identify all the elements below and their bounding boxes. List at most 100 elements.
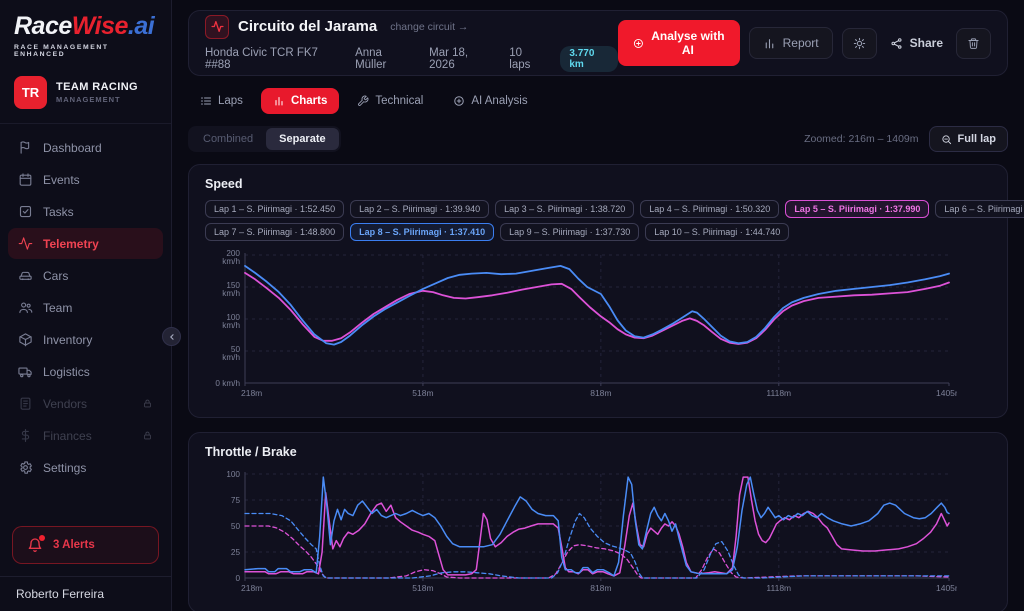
zoom-out-icon bbox=[941, 134, 951, 144]
sidebar-item-label: Vendors bbox=[43, 396, 88, 411]
series-lap-5-speed-km-h bbox=[244, 271, 950, 345]
svg-text:km/h: km/h bbox=[222, 321, 240, 330]
series-lap-8-speed-km-h bbox=[244, 264, 950, 346]
throttle-brake-chart[interactable]: 0 25 50 75 100 218m 518m 818m 1118m 1405m bbox=[205, 468, 957, 604]
tab-charts[interactable]: Charts bbox=[260, 88, 340, 114]
svg-text:100: 100 bbox=[226, 470, 240, 479]
report-button[interactable]: Report bbox=[748, 27, 833, 59]
svg-text:km/h: km/h bbox=[222, 257, 240, 266]
main-content: Circuito del Jarama change circuit → Hon… bbox=[172, 0, 1024, 611]
date-label: Mar 18, 2026 bbox=[429, 46, 469, 71]
delete-session-button[interactable] bbox=[956, 27, 991, 59]
sidebar-item-label: Dashboard bbox=[43, 140, 102, 155]
svg-text:25: 25 bbox=[231, 548, 241, 557]
sidebar-item-dashboard[interactable]: Dashboard bbox=[8, 132, 163, 163]
alerts-button[interactable]: 3 Alerts bbox=[12, 526, 159, 564]
sidebar-item-telemetry[interactable]: Telemetry bbox=[8, 228, 163, 259]
svg-text:518m: 518m bbox=[412, 388, 433, 398]
lap-chip-1[interactable]: Lap 1 – S. Piirimagi · 1:52.450 bbox=[205, 200, 345, 218]
team-block: TR TEAM RACING MANAGEMENT bbox=[0, 64, 171, 124]
sidebar-item-label: Events bbox=[43, 172, 80, 187]
lap-chip-7[interactable]: Lap 7 – S. Piirimagi · 1:48.800 bbox=[205, 223, 345, 241]
sidebar-item-logistics[interactable]: Logistics bbox=[8, 356, 163, 387]
lap-chip-5[interactable]: Lap 5 – S. Piirimagi · 1:37.990 bbox=[785, 200, 930, 218]
session-meta: Honda Civic TCR FK7 ##88 Anna Müller Mar… bbox=[205, 45, 619, 72]
series-lap-8-brake bbox=[244, 512, 950, 579]
full-lap-button[interactable]: Full lap bbox=[928, 126, 1008, 152]
svg-text:1405m: 1405m bbox=[936, 388, 957, 398]
lap-chip-2[interactable]: Lap 2 – S. Piirimagi · 1:39.940 bbox=[350, 200, 490, 218]
svg-text:518m: 518m bbox=[412, 583, 433, 593]
list-icon bbox=[201, 97, 211, 105]
lock-icon bbox=[144, 431, 151, 440]
bar-chart-icon bbox=[275, 97, 283, 106]
throttle-brake-chart-card: Throttle / Brake 0 25 50 75 100 218m 518m 818m 1… bbox=[188, 432, 1008, 611]
brand-logo: RaceWise.ai RACE MANAGEMENT ENHANCED bbox=[0, 0, 171, 64]
sidebar-item-settings[interactable]: Settings bbox=[8, 452, 163, 483]
team-avatar: TR bbox=[14, 76, 47, 109]
sidebar-item-label: Settings bbox=[43, 460, 87, 475]
lap-chip-4[interactable]: Lap 4 – S. Piirimagi · 1:50.320 bbox=[640, 200, 780, 218]
svg-text:0: 0 bbox=[235, 574, 240, 583]
chart-controls: Combined Separate Zoomed: 216m – 1409m F… bbox=[188, 126, 1008, 152]
svg-text:818m: 818m bbox=[590, 583, 611, 593]
svg-text:1118m: 1118m bbox=[766, 388, 791, 398]
sidebar-item-team[interactable]: Team bbox=[8, 292, 163, 323]
sidebar-collapse-button[interactable] bbox=[162, 327, 181, 346]
toggle-separate[interactable]: Separate bbox=[266, 128, 339, 150]
driver-label: Anna Müller bbox=[355, 46, 387, 71]
inventory-icon bbox=[19, 333, 32, 347]
sidebar-item-finances: Finances bbox=[8, 420, 163, 451]
telemetry-icon bbox=[18, 237, 33, 250]
dashboard-icon bbox=[20, 141, 30, 154]
lap-chip-9[interactable]: Lap 9 – S. Piirimagi · 1:37.730 bbox=[500, 223, 640, 241]
header-actions: Analyse with AI Report Share bbox=[618, 20, 991, 66]
tab-ai-analysis[interactable]: AI Analysis bbox=[441, 88, 539, 114]
svg-text:218m: 218m bbox=[241, 388, 262, 398]
vendors-icon bbox=[20, 397, 31, 410]
series-lap-8-throttle bbox=[244, 476, 950, 577]
sidebar-nav: Dashboard Events Tasks Telemetry Cars Team Inv… bbox=[0, 124, 171, 516]
team-icon bbox=[19, 302, 33, 314]
tab-technical[interactable]: Technical bbox=[345, 88, 435, 114]
share-button[interactable]: Share bbox=[886, 28, 947, 58]
session-info: Circuito del Jarama change circuit → Hon… bbox=[205, 14, 619, 72]
logistics-icon bbox=[18, 367, 32, 378]
lap-chip-3[interactable]: Lap 3 – S. Piirimagi · 1:38.720 bbox=[495, 200, 635, 218]
theme-toggle-button[interactable] bbox=[841, 27, 877, 59]
lap-chip-10[interactable]: Lap 10 – S. Piirimagi · 1:44.740 bbox=[645, 223, 790, 241]
analyse-with-ai-button[interactable]: Analyse with AI bbox=[618, 20, 740, 66]
change-circuit-link[interactable]: change circuit → bbox=[390, 20, 469, 33]
sidebar: RaceWise.ai RACE MANAGEMENT ENHANCED TR … bbox=[0, 0, 172, 611]
lap-chips: Lap 1 – S. Piirimagi · 1:52.450 Lap 2 – S… bbox=[205, 200, 1024, 241]
speed-chart-title: Speed bbox=[205, 177, 243, 191]
sidebar-item-events[interactable]: Events bbox=[8, 164, 163, 195]
car-label: Honda Civic TCR FK7 ##88 bbox=[205, 46, 318, 71]
tab-laps[interactable]: Laps bbox=[188, 88, 255, 114]
toggle-combined[interactable]: Combined bbox=[190, 128, 266, 150]
user-name[interactable]: Roberto Ferreira bbox=[16, 587, 105, 601]
finances-icon bbox=[21, 429, 30, 442]
brand-name: RaceWise.ai bbox=[14, 12, 157, 41]
settings-icon bbox=[20, 461, 32, 474]
lap-chip-8[interactable]: Lap 8 – S. Piirimagi · 1:37.410 bbox=[350, 223, 495, 241]
combined-separate-toggle: Combined Separate bbox=[188, 126, 341, 152]
svg-text:0 km/h: 0 km/h bbox=[215, 379, 240, 388]
sidebar-item-cars[interactable]: Cars bbox=[8, 260, 163, 291]
sun-icon bbox=[853, 37, 865, 49]
sidebar-item-tasks[interactable]: Tasks bbox=[8, 196, 163, 227]
svg-text:50: 50 bbox=[231, 522, 241, 531]
session-header: Circuito del Jarama change circuit → Hon… bbox=[188, 10, 1008, 76]
sidebar-item-vendors: Vendors bbox=[8, 388, 163, 419]
svg-text:75: 75 bbox=[231, 496, 241, 505]
throttle-brake-chart-title: Throttle / Brake bbox=[205, 445, 297, 459]
svg-text:818m: 818m bbox=[590, 388, 611, 398]
sidebar-item-label: Inventory bbox=[43, 332, 93, 347]
team-role: MANAGEMENT bbox=[56, 95, 121, 104]
sidebar-item-inventory[interactable]: Inventory bbox=[8, 324, 163, 355]
plus-circle-icon bbox=[634, 38, 644, 48]
view-tabs: Laps Charts Technical AI Analysis bbox=[188, 88, 1008, 114]
lap-chip-6[interactable]: Lap 6 – S. Piirimagi · 1:45.880 bbox=[935, 200, 1024, 218]
wrench-icon bbox=[358, 95, 369, 106]
